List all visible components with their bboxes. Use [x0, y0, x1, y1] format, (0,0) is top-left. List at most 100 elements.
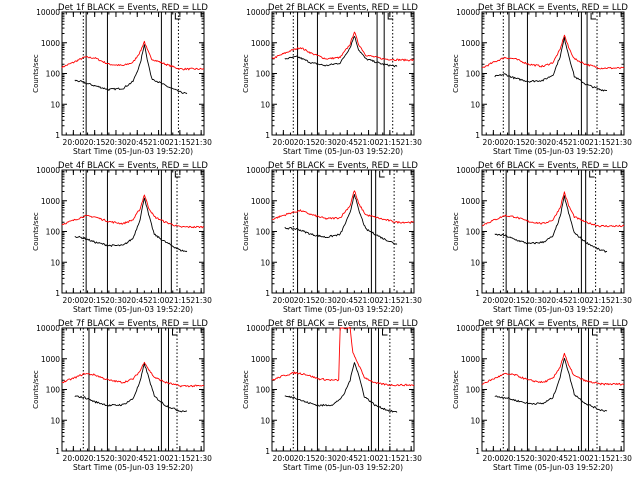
- y-tick-label: 100: [256, 228, 271, 237]
- panel-title: Det 2f BLACK = Events, RED = LLD: [268, 3, 418, 13]
- panel-title: Det 6f BLACK = Events, RED = LLD: [478, 161, 628, 171]
- events-series-line: [74, 44, 188, 95]
- x-tick-label: 20:15: [294, 138, 316, 147]
- x-tick-label: 20:00: [273, 138, 295, 147]
- x-tick-label: 21:30: [400, 296, 422, 305]
- y-tick-label: 1: [475, 131, 480, 140]
- y-axis-label: Counts/sec: [242, 212, 250, 251]
- x-tick-label: 20:15: [504, 138, 526, 147]
- y-tick-label: 100: [46, 228, 61, 237]
- bracket-glyph: [589, 171, 595, 178]
- events-series-line: [284, 193, 398, 245]
- x-tick-label: 20:45: [336, 296, 358, 305]
- x-tick-label: 20:30: [315, 138, 337, 147]
- x-tick-label: 20:45: [126, 454, 148, 463]
- x-tick-label: 20:00: [483, 138, 505, 147]
- x-tick-label: 21:15: [379, 138, 401, 147]
- y-axis-label: Counts/sec: [242, 370, 250, 409]
- y-tick-label: 10000: [456, 8, 480, 17]
- bracket-glyph: [174, 171, 181, 178]
- x-tick-label: 21:30: [190, 296, 212, 305]
- y-tick-label: 1: [265, 447, 270, 456]
- y-axis-label: Counts/sec: [452, 54, 460, 93]
- y-tick-label: 10000: [456, 324, 480, 333]
- y-tick-label: 100: [466, 386, 481, 395]
- y-tick-label: 100: [466, 70, 481, 79]
- detector-panel: Det 9f BLACK = Events, RED = LLD 1 10 100 10…: [452, 319, 632, 472]
- x-tick-label: 20:45: [546, 138, 568, 147]
- x-tick-label: 21:30: [190, 454, 212, 463]
- x-tick-label: 21:00: [148, 138, 170, 147]
- x-tick-label: 20:30: [105, 454, 127, 463]
- y-tick-label: 100: [256, 386, 271, 395]
- y-tick-label: 10: [50, 100, 60, 109]
- lld-series-line: [61, 40, 205, 71]
- x-tick-label: 21:00: [148, 454, 170, 463]
- x-tick-label: 20:30: [105, 138, 127, 147]
- x-tick-label: 20:30: [315, 296, 337, 305]
- panel-title: Det 1f BLACK = Events, RED = LLD: [58, 3, 208, 13]
- events-series-line: [494, 36, 608, 92]
- y-tick-label: 1000: [461, 197, 480, 206]
- y-tick-label: 1000: [461, 355, 480, 364]
- x-axis-label: Start Time (05-Jun-03 19:52:20): [493, 463, 613, 472]
- bracket-glyph: [174, 13, 181, 20]
- y-tick-label: 100: [46, 70, 61, 79]
- lld-series-line: [61, 361, 205, 388]
- x-tick-label: 20:15: [504, 296, 526, 305]
- lld-series-line: [481, 34, 625, 70]
- y-tick-label: 100: [466, 228, 481, 237]
- y-tick-label: 10: [50, 258, 60, 267]
- panel-title: Det 4f BLACK = Events, RED = LLD: [58, 161, 208, 171]
- x-axis-label: Start Time (05-Jun-03 19:52:20): [73, 305, 193, 314]
- x-tick-label: 20:00: [63, 296, 85, 305]
- lld-series-line: [481, 352, 625, 386]
- x-tick-label: 20:45: [126, 138, 148, 147]
- x-tick-label: 21:30: [610, 296, 632, 305]
- bracket-glyph: [172, 329, 178, 336]
- detector-panel: Det 1f BLACK = Events, RED = LLD 1 10 100 10…: [32, 3, 212, 156]
- y-axis-label: Counts/sec: [32, 54, 40, 93]
- detector-panel: Det 8f BLACK = Events, RED = LLD 1 10 100 10…: [242, 319, 422, 472]
- y-tick-label: 1: [475, 289, 480, 298]
- x-tick-label: 20:30: [525, 296, 547, 305]
- y-tick-label: 1000: [41, 355, 60, 364]
- x-tick-label: 21:00: [148, 296, 170, 305]
- x-tick-label: 20:00: [273, 454, 295, 463]
- x-tick-label: 21:15: [379, 454, 401, 463]
- x-axis-label: Start Time (05-Jun-03 19:52:20): [283, 147, 403, 156]
- bracket-glyph: [382, 329, 388, 336]
- lld-series-line: [61, 194, 205, 229]
- x-tick-label: 20:15: [294, 454, 316, 463]
- y-axis-label: Counts/sec: [32, 212, 40, 251]
- x-tick-label: 21:15: [589, 138, 611, 147]
- y-tick-label: 1000: [41, 39, 60, 48]
- y-tick-label: 10: [260, 258, 270, 267]
- y-axis-label: Counts/sec: [242, 54, 250, 93]
- y-tick-label: 10: [50, 416, 60, 425]
- x-tick-label: 20:30: [105, 296, 127, 305]
- y-tick-label: 100: [46, 386, 61, 395]
- y-tick-label: 10000: [246, 324, 270, 333]
- bracket-glyph: [379, 171, 385, 178]
- y-axis-label: Counts/sec: [452, 212, 460, 251]
- lld-series-line: [272, 190, 415, 224]
- y-tick-label: 10: [260, 416, 270, 425]
- x-tick-label: 20:00: [273, 296, 295, 305]
- events-series-line: [284, 35, 398, 68]
- y-tick-label: 1000: [41, 197, 60, 206]
- x-tick-label: 20:15: [84, 454, 106, 463]
- x-tick-label: 21:30: [190, 138, 212, 147]
- x-tick-label: 21:15: [169, 454, 191, 463]
- x-tick-label: 20:30: [315, 454, 337, 463]
- events-series-line: [494, 357, 608, 412]
- x-tick-label: 21:00: [358, 296, 380, 305]
- y-tick-label: 1: [265, 289, 270, 298]
- x-axis-label: Start Time (05-Jun-03 19:52:20): [283, 305, 403, 314]
- x-axis-label: Start Time (05-Jun-03 19:52:20): [493, 305, 613, 314]
- y-tick-label: 1: [55, 447, 60, 456]
- y-tick-label: 10: [470, 100, 480, 109]
- events-series-line: [494, 195, 608, 253]
- y-tick-label: 10: [470, 258, 480, 267]
- panel-title: Det 3f BLACK = Events, RED = LLD: [478, 3, 628, 13]
